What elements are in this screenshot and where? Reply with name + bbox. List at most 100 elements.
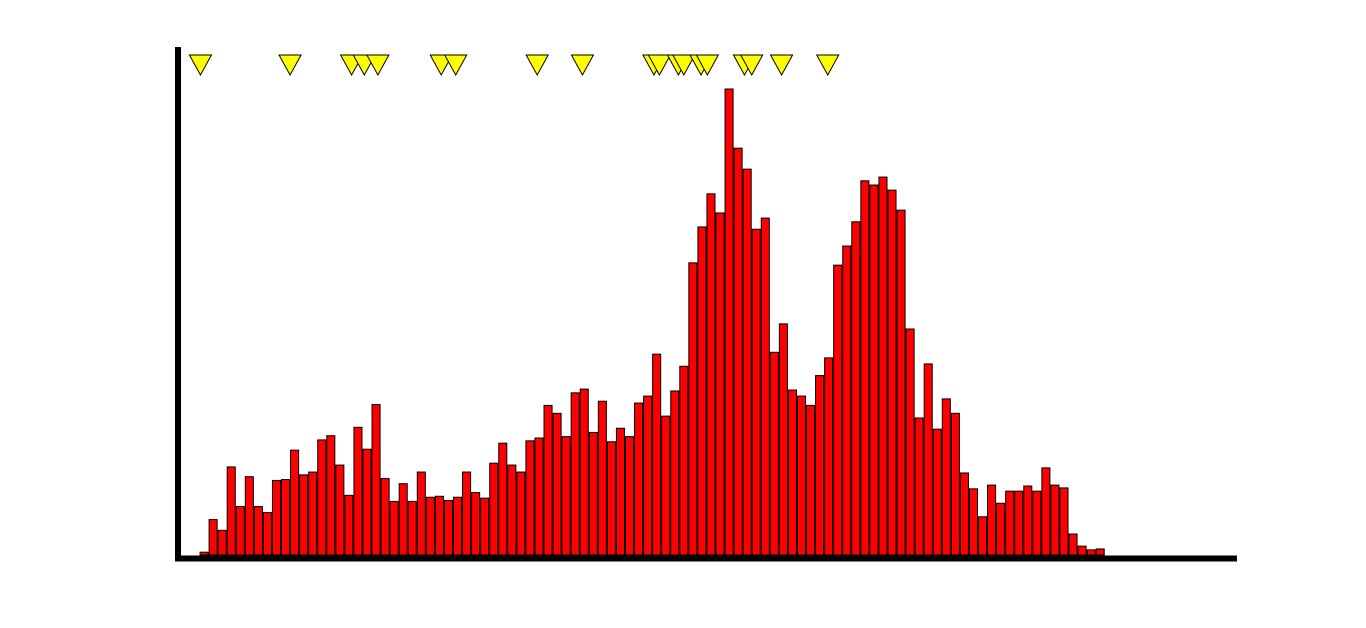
event-marker-triangle — [695, 54, 720, 77]
histogram-bar — [634, 402, 644, 556]
histogram-bar — [561, 436, 571, 556]
histogram-bar — [1095, 548, 1105, 556]
histogram-bar — [905, 328, 915, 556]
histogram-bar — [235, 506, 245, 556]
histogram-bar — [407, 500, 417, 556]
histogram-bar — [697, 226, 707, 556]
histogram-bar — [778, 323, 788, 556]
event-marker-triangle — [815, 54, 840, 77]
histogram-bar — [968, 488, 979, 556]
histogram-bar — [679, 365, 689, 556]
histogram-bar — [507, 464, 517, 556]
histogram-bar — [796, 395, 807, 556]
histogram-bar — [896, 209, 906, 556]
event-marker-triangle — [525, 54, 550, 77]
histogram-bar — [1041, 467, 1051, 556]
event-marker-triangle — [188, 54, 213, 77]
histogram-bar — [335, 464, 345, 556]
histogram-bar — [552, 412, 562, 556]
histogram-bar — [606, 441, 616, 556]
histogram-bar — [498, 442, 508, 556]
histogram-bar — [525, 440, 535, 556]
histogram-bar — [597, 400, 607, 556]
histogram-bar — [878, 176, 888, 556]
histogram-bar — [842, 245, 852, 556]
event-marker-triangle — [647, 54, 672, 77]
histogram-bar — [317, 439, 327, 556]
histogram-bar — [380, 478, 390, 556]
histogram-bar — [824, 357, 834, 556]
histogram-bar — [226, 466, 236, 556]
histogram-bar — [1059, 487, 1069, 556]
histogram-bar — [244, 476, 254, 556]
event-marker-triangle — [429, 54, 454, 77]
histogram-bar — [751, 228, 761, 556]
event-marker-triangle — [443, 54, 468, 77]
histogram-bar — [923, 363, 933, 556]
histogram-bar — [480, 497, 490, 556]
histogram-bar — [887, 189, 897, 556]
histogram-bar — [959, 472, 969, 556]
histogram-bar — [199, 551, 209, 556]
histogram-bar — [860, 180, 870, 556]
histogram-bar — [643, 395, 653, 556]
histogram-bar — [326, 435, 336, 556]
histogram-bar — [262, 512, 272, 556]
histogram-bar — [434, 495, 444, 556]
histogram-bar — [217, 529, 227, 556]
event-marker-triangle — [739, 54, 764, 77]
histogram-bar — [389, 500, 399, 556]
histogram-bar — [724, 88, 734, 556]
event-marker-triangle — [769, 54, 794, 77]
histogram-bar — [362, 448, 372, 556]
histogram-bar — [1023, 485, 1033, 556]
histogram-bar — [661, 415, 671, 556]
event-marker-triangle — [278, 54, 302, 77]
histogram-bar — [652, 353, 662, 556]
histogram-bar — [941, 398, 951, 556]
histogram-bar — [932, 428, 942, 556]
histogram-bar — [760, 217, 770, 556]
histogram-bar — [715, 212, 725, 556]
histogram-bar — [570, 392, 580, 556]
histogram-bar — [534, 437, 544, 556]
histogram-bar — [353, 426, 363, 556]
histogram-bar — [733, 147, 743, 556]
histogram-bar — [615, 427, 625, 556]
histogram-bar — [453, 496, 463, 556]
histogram-bar — [253, 506, 263, 556]
histogram-bar — [987, 484, 997, 556]
histogram-bar — [1032, 490, 1042, 556]
histogram-bar — [914, 417, 924, 556]
histogram-bar — [308, 471, 318, 556]
histogram-bar — [344, 494, 354, 556]
histogram-bar — [371, 403, 381, 556]
histogram-bar — [489, 462, 499, 556]
histogram-bar — [624, 436, 635, 556]
histogram-bar — [688, 262, 698, 556]
histogram-bar — [833, 264, 843, 556]
histogram-bar — [706, 193, 716, 556]
histogram-bar — [1014, 490, 1024, 556]
histogram-bar — [950, 412, 960, 556]
histogram-bar — [769, 351, 779, 556]
histogram-bar — [579, 388, 589, 556]
markers-group — [188, 54, 840, 77]
histogram-bar — [996, 502, 1006, 556]
histogram-bar — [443, 499, 454, 556]
histogram-bar — [1086, 549, 1096, 556]
histogram-bar — [787, 389, 797, 556]
histogram-bar — [1005, 490, 1015, 556]
histogram-bar — [208, 519, 218, 556]
histogram-bar — [869, 184, 879, 556]
histogram-bar — [1068, 533, 1078, 556]
histogram-bar — [588, 431, 598, 556]
histogram-bar — [978, 516, 988, 556]
histogram-bar — [516, 471, 526, 556]
event-marker-triangle — [671, 54, 696, 77]
histogram-bar — [815, 375, 825, 556]
histogram-bar — [290, 449, 300, 556]
histogram-bar — [398, 483, 408, 556]
histogram-bar — [299, 474, 309, 556]
event-marker-triangle — [366, 54, 390, 77]
